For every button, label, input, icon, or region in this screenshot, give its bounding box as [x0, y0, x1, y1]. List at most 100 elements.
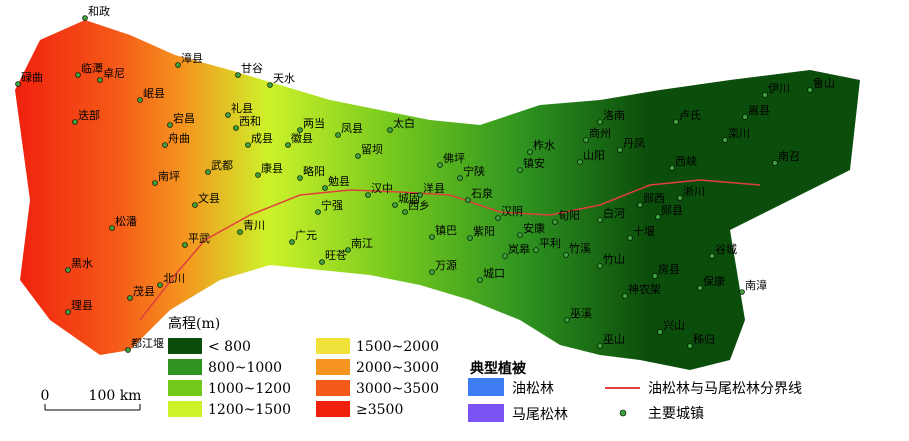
- town-label: 旬阳: [558, 209, 580, 222]
- town-label: 勉县: [328, 174, 350, 188]
- town-label: 竹山: [603, 252, 625, 266]
- town-dot: [669, 165, 675, 171]
- town-label: 平利: [539, 237, 561, 250]
- town-dot: [467, 235, 473, 241]
- town-dot: [617, 147, 623, 153]
- town-dot: [392, 202, 398, 208]
- town-dot: [65, 309, 71, 315]
- town-dot: [319, 259, 325, 265]
- town-label: 商州: [589, 126, 611, 140]
- town-dot: [157, 282, 163, 288]
- legend-swatch: [316, 338, 350, 354]
- town-label: 岷县: [143, 87, 165, 100]
- town-label: 武都: [211, 159, 233, 172]
- town-label: 青川: [243, 219, 265, 232]
- town-label: 都江堰: [131, 337, 164, 350]
- town-dot: [365, 192, 371, 198]
- town-label: 宕昌: [173, 111, 195, 125]
- town-label: 南召: [778, 150, 800, 163]
- town-dot: [417, 192, 423, 198]
- town-dot: [75, 72, 81, 78]
- town-label: 太白: [393, 116, 415, 130]
- town-dot: [655, 214, 661, 220]
- town-dot: [245, 142, 251, 148]
- town-dot: [152, 180, 158, 186]
- town-dot: [637, 202, 643, 208]
- town-label: 西峡: [675, 154, 697, 168]
- town-label: 天水: [273, 72, 295, 85]
- town-dot: [162, 142, 168, 148]
- town-dot: [235, 72, 241, 78]
- town-label: 石泉: [471, 186, 493, 200]
- legend-swatch: [468, 404, 504, 422]
- town-label: 康县: [261, 161, 283, 175]
- legend-dot: [619, 409, 627, 417]
- town-dot: [65, 267, 71, 273]
- town-dot: [657, 329, 663, 335]
- town-dot: [429, 269, 435, 275]
- town-dot: [597, 119, 603, 125]
- town-dot: [577, 159, 583, 165]
- town-dot: [457, 175, 463, 181]
- town-dot: [297, 127, 303, 133]
- town-dot: [772, 160, 778, 166]
- town-dot: [552, 219, 558, 225]
- town-dot: [597, 263, 603, 269]
- town-dot: [285, 142, 291, 148]
- town-dot: [15, 81, 21, 87]
- town-label: 卓尼: [103, 67, 125, 80]
- town-label: 汉阴: [501, 205, 523, 218]
- town-dot: [225, 112, 231, 118]
- legend-swatch: [316, 380, 350, 396]
- town-dot: [322, 185, 328, 191]
- town-dot: [563, 252, 569, 258]
- town-label: 白河: [603, 206, 625, 220]
- town-dot: [583, 137, 589, 143]
- town-label: 茂县: [133, 284, 155, 298]
- legend-label: 800~1000: [208, 360, 282, 376]
- town-label: 万源: [435, 258, 457, 272]
- town-dot: [289, 239, 295, 245]
- town-dot: [267, 82, 273, 88]
- town-label: 兴山: [663, 319, 685, 332]
- town-label: 北川: [163, 272, 185, 285]
- town-dot: [807, 87, 813, 93]
- town-label: 舟曲: [168, 131, 190, 145]
- legend-swatch: [316, 359, 350, 375]
- town-label: 甘谷: [241, 62, 263, 75]
- legend-title: 高程(m): [168, 315, 220, 332]
- town-label: 西乡: [408, 199, 430, 212]
- town-dot: [297, 175, 303, 181]
- town-label: 汉中: [371, 182, 393, 195]
- town-label: 秭归: [693, 332, 715, 346]
- legend-label: 主要城镇: [648, 406, 704, 422]
- town-label: 漳县: [181, 51, 203, 65]
- town-dot: [233, 125, 239, 131]
- legend-label: ≥3500: [356, 402, 403, 418]
- town-label: 留坝: [361, 142, 383, 156]
- scale-label: 0: [41, 388, 50, 404]
- town-label: 柞水: [533, 138, 555, 152]
- town-label: 两当: [303, 116, 325, 130]
- legend-swatch: [168, 401, 202, 417]
- legend-label: 马尾松林: [512, 407, 568, 423]
- vegetation-boundary: [139, 179, 761, 321]
- town-dot: [622, 293, 628, 299]
- town-label: 成县: [251, 132, 273, 145]
- town-dot: [237, 229, 243, 235]
- town-label: 广元: [295, 229, 317, 242]
- town-dot: [429, 234, 435, 240]
- town-label: 城固: [398, 192, 420, 205]
- legend-swatch: [468, 378, 504, 396]
- town-dot: [564, 317, 570, 323]
- town-label: 郧西: [643, 192, 665, 205]
- town-label: 巫山: [603, 333, 625, 346]
- town-label: 碌曲: [21, 71, 43, 84]
- legend-title: 典型植被: [470, 360, 527, 377]
- town-label: 鲁山: [813, 76, 835, 90]
- legend-label: 1200~1500: [208, 402, 291, 418]
- town-label: 紫阳: [473, 225, 495, 238]
- town-label: 房县: [658, 263, 680, 276]
- town-dot: [677, 195, 683, 201]
